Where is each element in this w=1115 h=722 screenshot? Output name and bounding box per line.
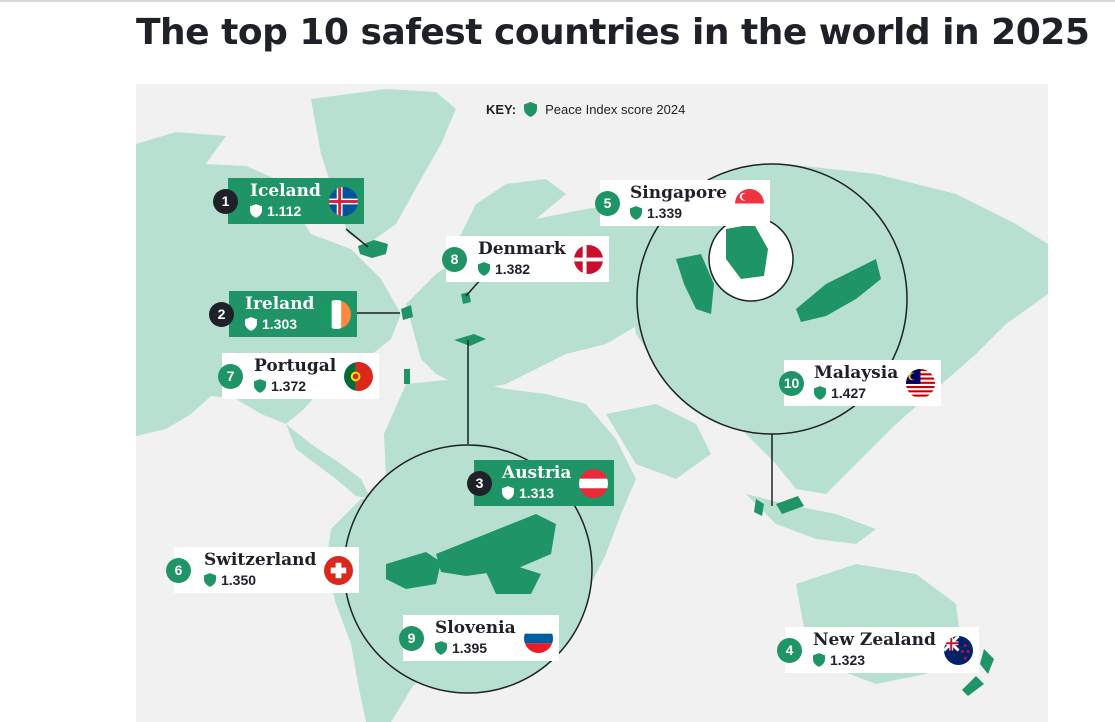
shield-icon	[814, 386, 826, 401]
rank-badge: 2	[209, 301, 234, 327]
arabia-landmass	[606, 404, 711, 479]
slovenia-flag	[523, 623, 553, 653]
shield-icon	[630, 206, 642, 221]
top-divider	[0, 0, 1115, 2]
shield-icon	[245, 317, 257, 332]
southeast-asia-islands	[746, 494, 876, 544]
rank-badge: 9	[399, 625, 424, 651]
country-score: 1.323	[830, 652, 866, 669]
shield-icon	[254, 379, 266, 394]
austria-zoom-highlight	[436, 514, 556, 576]
shield-icon	[478, 262, 490, 277]
country-score: 1.395	[452, 640, 488, 657]
rank-badge: 7	[218, 363, 243, 389]
austria-flag	[579, 468, 609, 498]
country-label-iceland: 1 Iceland 1.112	[213, 178, 364, 224]
rank-badge: 1	[213, 188, 238, 214]
country-label-ireland: 2 Ireland 1.303	[209, 291, 358, 337]
iceland-flag	[328, 186, 358, 216]
key-label: KEY:	[486, 101, 517, 117]
country-label-slovenia: 9 Slovenia 1.395	[399, 615, 559, 661]
country-name: Ireland	[245, 294, 315, 315]
country-score: 1.427	[831, 385, 867, 402]
country-score: 1.382	[495, 261, 531, 278]
shield-icon	[204, 573, 216, 588]
country-label-malaysia: 10 Malaysia 1.427	[779, 360, 942, 406]
europe-landmass	[406, 202, 656, 389]
country-label-switzerland: 6 Switzerland 1.350	[166, 547, 360, 593]
country-name: Iceland	[250, 181, 321, 202]
malaysia-small-highlight	[754, 496, 804, 516]
denmark-highlight	[461, 292, 471, 304]
country-label-singapore: 5 Singapore 1.339	[595, 180, 770, 226]
country-name: Malaysia	[814, 363, 899, 384]
country-score: 1.112	[267, 203, 302, 220]
country-label-new-zealand: 4 New Zealand 1.323	[777, 627, 979, 673]
denmark-flag	[573, 244, 603, 274]
key-text: Peace Index score 2024	[545, 101, 686, 117]
rank-badge: 5	[595, 190, 620, 216]
map-key: KEY: Peace Index score 2024	[486, 100, 685, 118]
portugal-highlight	[404, 369, 410, 384]
rank-badge: 6	[166, 557, 191, 583]
singapore-zoom-highlight	[726, 224, 768, 279]
shield-icon	[524, 101, 538, 117]
slovenia-zoom-highlight	[486, 566, 541, 594]
country-score: 1.303	[262, 316, 298, 333]
portugal-flag	[344, 361, 374, 391]
shield-icon	[435, 641, 447, 656]
malaysia-borneo-zoom-highlight	[796, 259, 881, 322]
switzerland-flag	[324, 555, 354, 585]
country-score: 1.339	[647, 205, 683, 222]
country-name: Denmark	[478, 239, 566, 260]
rank-badge: 10	[779, 370, 804, 396]
country-name: Portugal	[254, 356, 337, 377]
country-score: 1.313	[519, 485, 555, 502]
country-label-portugal: 7 Portugal 1.372	[218, 353, 380, 399]
country-name: Singapore	[630, 183, 727, 204]
country-name: New Zealand	[813, 630, 936, 651]
country-label-austria: 3 Austria 1.313	[467, 460, 615, 506]
malaysia-peninsula-zoom-highlight	[676, 254, 714, 314]
connector-iceland	[345, 228, 369, 248]
page-title: The top 10 safest countries in the world…	[136, 12, 1090, 53]
austria-small-highlight	[454, 334, 486, 346]
new-zealand-flag	[943, 635, 973, 665]
country-name: Switzerland	[204, 550, 317, 571]
new-zealand-highlight	[962, 649, 994, 696]
singapore-flag	[735, 188, 764, 218]
country-score: 1.372	[271, 378, 307, 395]
country-score: 1.350	[221, 572, 257, 589]
rank-badge: 8	[442, 246, 467, 272]
rank-badge: 4	[777, 637, 802, 663]
rank-badge: 3	[467, 470, 492, 496]
shield-icon	[502, 486, 514, 501]
central-america-landmass	[286, 424, 371, 499]
malaysia-flag	[906, 368, 936, 398]
ireland-flag	[322, 299, 352, 329]
shield-icon	[250, 204, 262, 219]
country-label-denmark: 8 Denmark 1.382	[442, 236, 609, 282]
switzerland-zoom-highlight	[386, 552, 441, 589]
country-name: Austria	[502, 463, 572, 484]
shield-icon	[813, 653, 825, 668]
ireland-highlight	[401, 305, 413, 320]
country-name: Slovenia	[435, 618, 516, 639]
